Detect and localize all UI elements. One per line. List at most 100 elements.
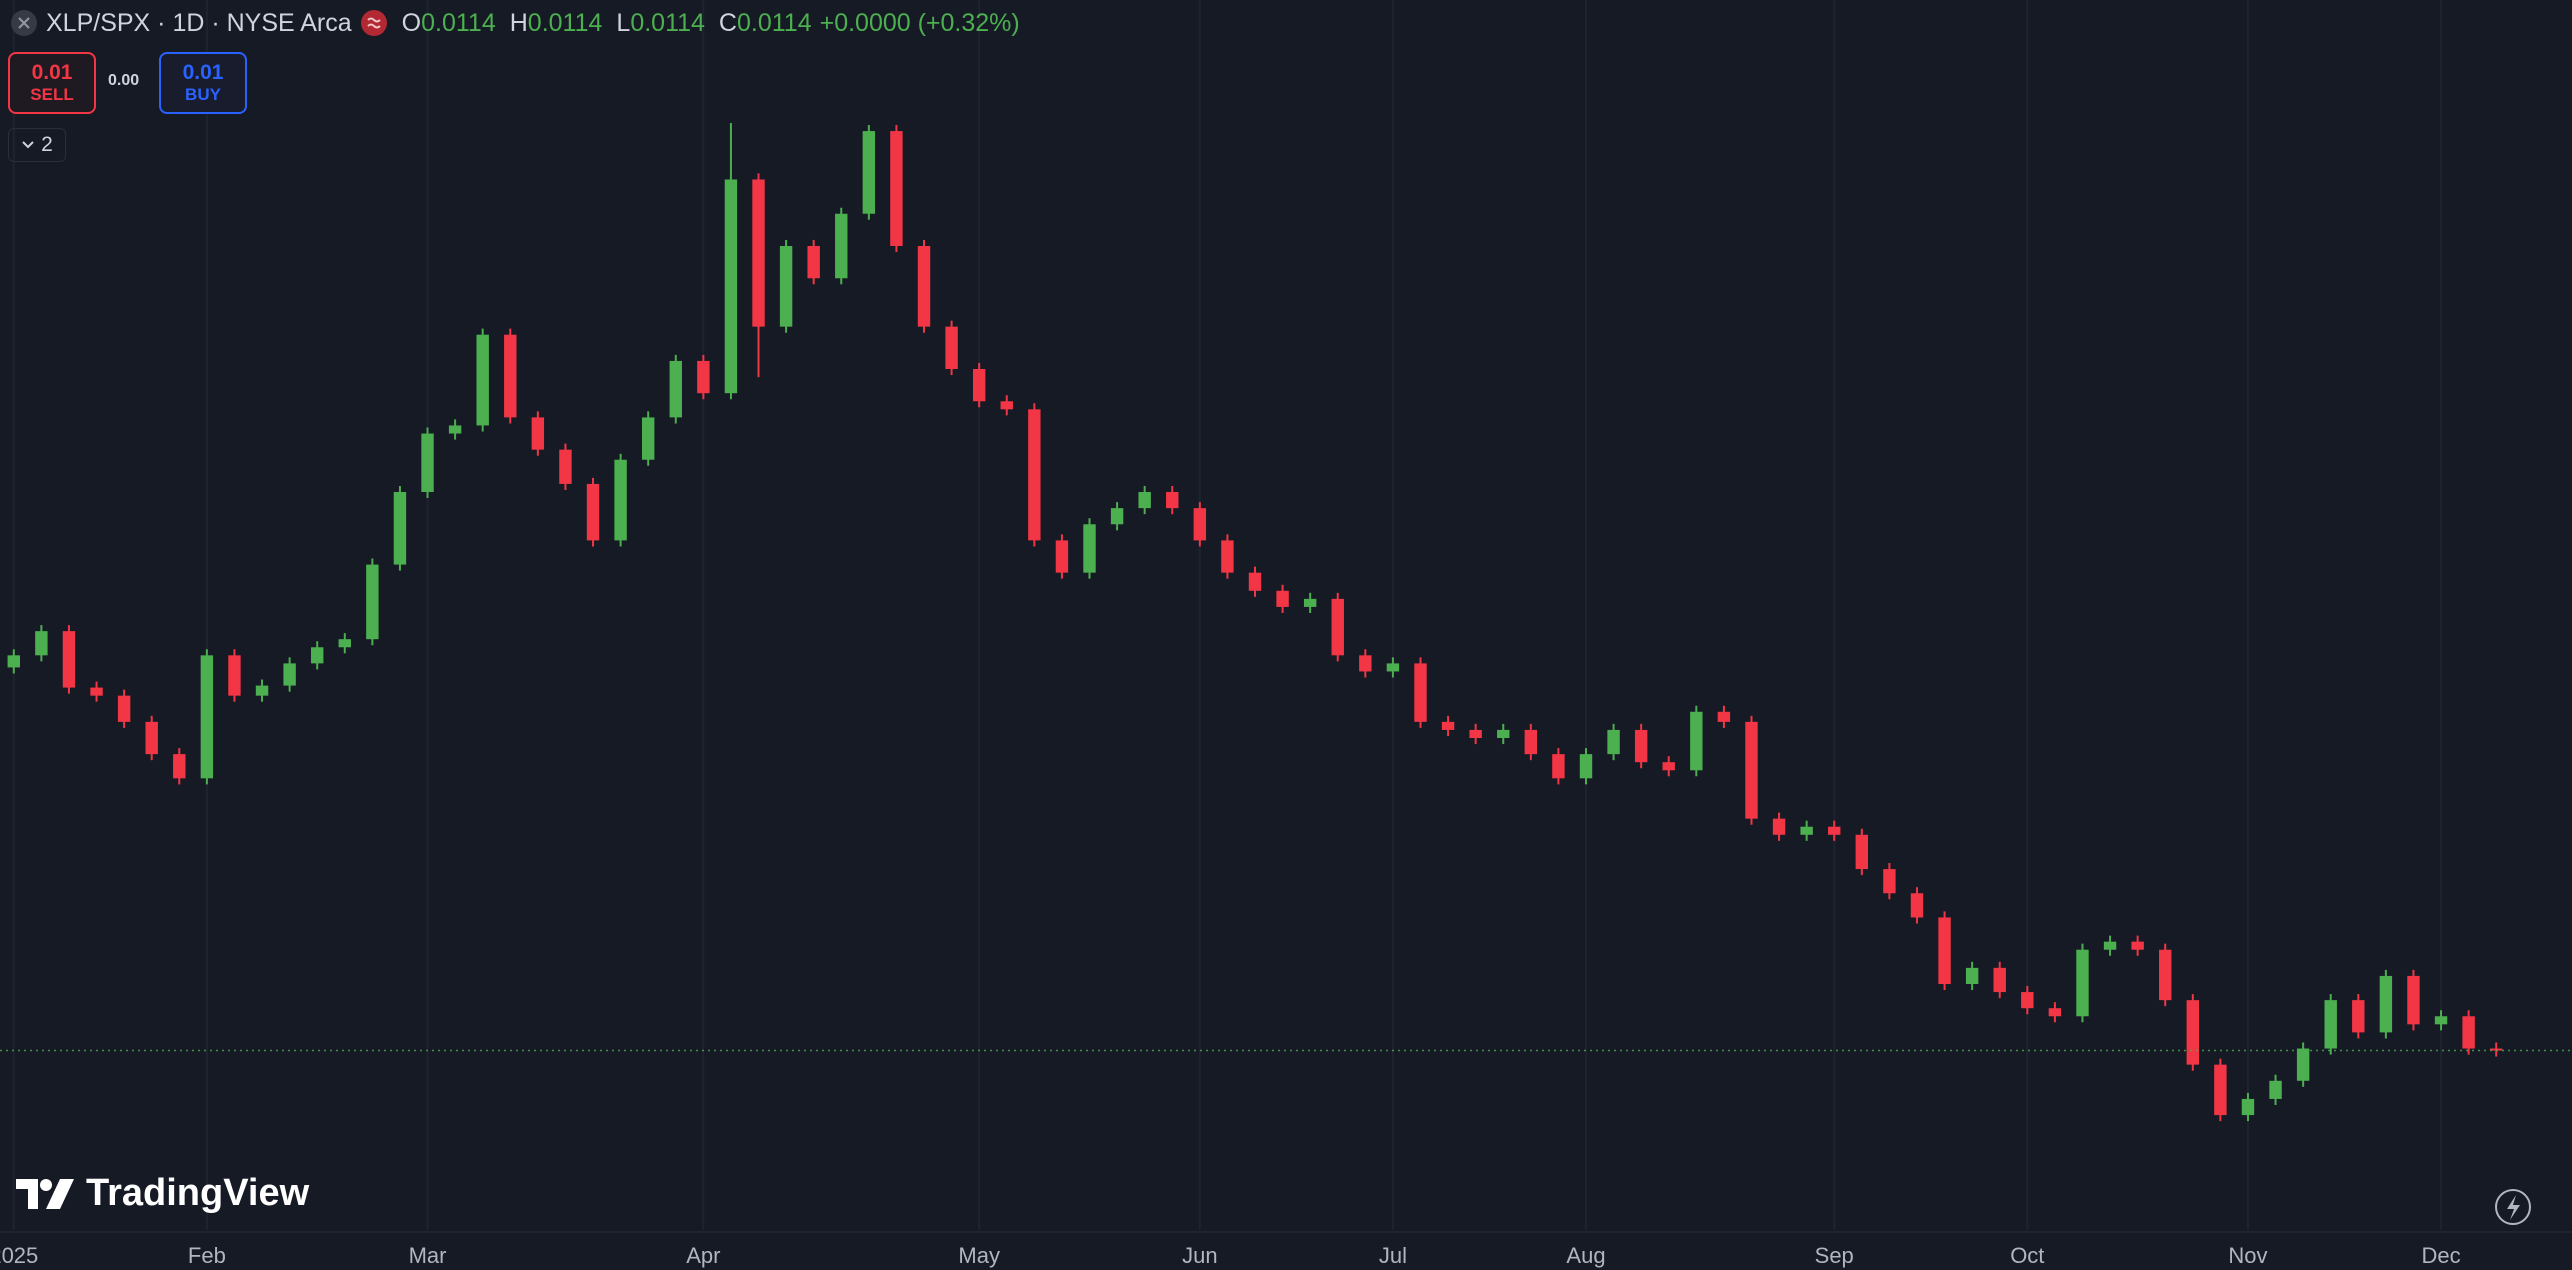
candle-body: [614, 459, 627, 541]
indicators-toggle[interactable]: 2: [8, 128, 66, 162]
candle-body: [2324, 1000, 2337, 1049]
candle-body: [2241, 1098, 2255, 1116]
candle-body: [1938, 917, 1951, 984]
brand-logo[interactable]: TradingView: [16, 1172, 309, 1215]
candle-body: [2407, 975, 2420, 1025]
x-tick-label: 2025: [0, 1243, 38, 1268]
candle-body: [117, 695, 131, 722]
candle-body: [890, 131, 903, 246]
candle-body: [7, 655, 20, 668]
candle-body: [1000, 401, 1013, 410]
candle-body: [421, 433, 434, 492]
candle-body: [2214, 1064, 2227, 1116]
symbol-title[interactable]: XLP/SPX · 1D · NYSE Arca: [46, 8, 352, 37]
candle-body: [1910, 893, 1924, 918]
candle-body: [2434, 1016, 2448, 1025]
candle-body: [1441, 721, 1455, 730]
candle-body: [228, 655, 241, 696]
candle-body: [393, 492, 407, 565]
candle-body: [1386, 663, 1400, 672]
chevron-icon: [22, 141, 34, 149]
ohlc-label: C: [718, 8, 737, 37]
candle-body: [779, 246, 793, 327]
candle-body: [2103, 941, 2117, 950]
candle-body: [972, 369, 986, 402]
candle-body: [1828, 826, 1841, 835]
candle-body: [35, 631, 48, 656]
candle-body: [945, 326, 958, 369]
candle-body: [586, 483, 600, 541]
candle-body: [1303, 598, 1317, 607]
candle-body: [724, 179, 738, 394]
candle-body: [1662, 762, 1675, 771]
candle-body: [835, 213, 848, 279]
candle-body: [2076, 949, 2089, 1017]
x-tick-label: Nov: [2228, 1243, 2267, 1268]
candle-body: [641, 417, 655, 460]
sell-label: SELL: [30, 85, 74, 105]
brand-mark: [16, 1178, 74, 1209]
candle-body: [62, 631, 76, 688]
candle-body: [1883, 869, 1896, 894]
candle-body: [2048, 1008, 2062, 1017]
candle-body: [2131, 941, 2144, 950]
candle-body: [752, 179, 765, 327]
buy-button[interactable]: 0.01 BUY: [159, 52, 247, 114]
candle-body: [504, 334, 517, 418]
candle-body: [2462, 1016, 2475, 1049]
candle-body: [90, 687, 103, 696]
ohlc-label: O: [401, 8, 422, 37]
symbol-icon: [11, 10, 37, 36]
candle-body: [807, 246, 820, 279]
ohlc-value: 0.0114: [527, 8, 603, 37]
candle-body: [145, 721, 158, 755]
candle-body: [1690, 711, 1703, 771]
candle-body: [255, 685, 269, 696]
candle-body: [173, 754, 186, 779]
candle-body: [1193, 508, 1207, 541]
candle-body: [1634, 729, 1648, 763]
candle-body: [1331, 598, 1344, 656]
x-tick-label: Oct: [2010, 1243, 2044, 1268]
candle-body: [697, 360, 710, 394]
ohlc-label: H: [509, 8, 528, 37]
candle-body: [2490, 1048, 2503, 1051]
legend-header: XLP/SPX · 1D · NYSE Arca O0.0114 H0.0114…: [10, 6, 1020, 40]
x-tick-label: Jun: [1182, 1243, 1217, 1268]
replay-icon: [2495, 1189, 2531, 1225]
sell-button[interactable]: 0.01 SELL: [8, 52, 96, 114]
x-tick-label: May: [958, 1243, 1000, 1268]
x-tick-label: Sep: [1815, 1243, 1854, 1268]
candle-body: [1524, 729, 1538, 755]
indicators-count: 2: [41, 133, 53, 156]
spread: 0.00: [108, 72, 140, 89]
candle-body: [1800, 826, 1813, 835]
replay-button[interactable]: [2495, 1189, 2531, 1225]
lightning-icon: [2507, 1195, 2520, 1220]
candle-body: [1993, 967, 2006, 993]
sell-price: 0.01: [31, 61, 73, 85]
candle-body: [448, 425, 462, 434]
candle-body: [1497, 729, 1510, 738]
ohlc-value: 0.0114: [736, 8, 812, 37]
candle-body: [2159, 949, 2172, 1001]
candle-body: [1221, 540, 1234, 573]
x-tick-label: Feb: [188, 1243, 226, 1268]
candle-body: [2269, 1080, 2282, 1099]
x-tick-label: Mar: [409, 1243, 447, 1268]
ohlc-value: 0.0114: [421, 8, 496, 37]
candle-body: [1110, 508, 1124, 525]
exchange-icon: [360, 10, 387, 36]
candle-body: [1359, 655, 1372, 672]
candle-body: [1607, 729, 1620, 755]
ohlc-value: 0.0114: [630, 8, 705, 37]
candle-body: [1276, 590, 1289, 607]
candle-body: [1055, 540, 1069, 573]
candle-body: [1772, 818, 1786, 835]
buy-label: BUY: [185, 85, 221, 105]
ohlc-label: L: [616, 8, 631, 37]
candle-body: [1965, 967, 1979, 984]
